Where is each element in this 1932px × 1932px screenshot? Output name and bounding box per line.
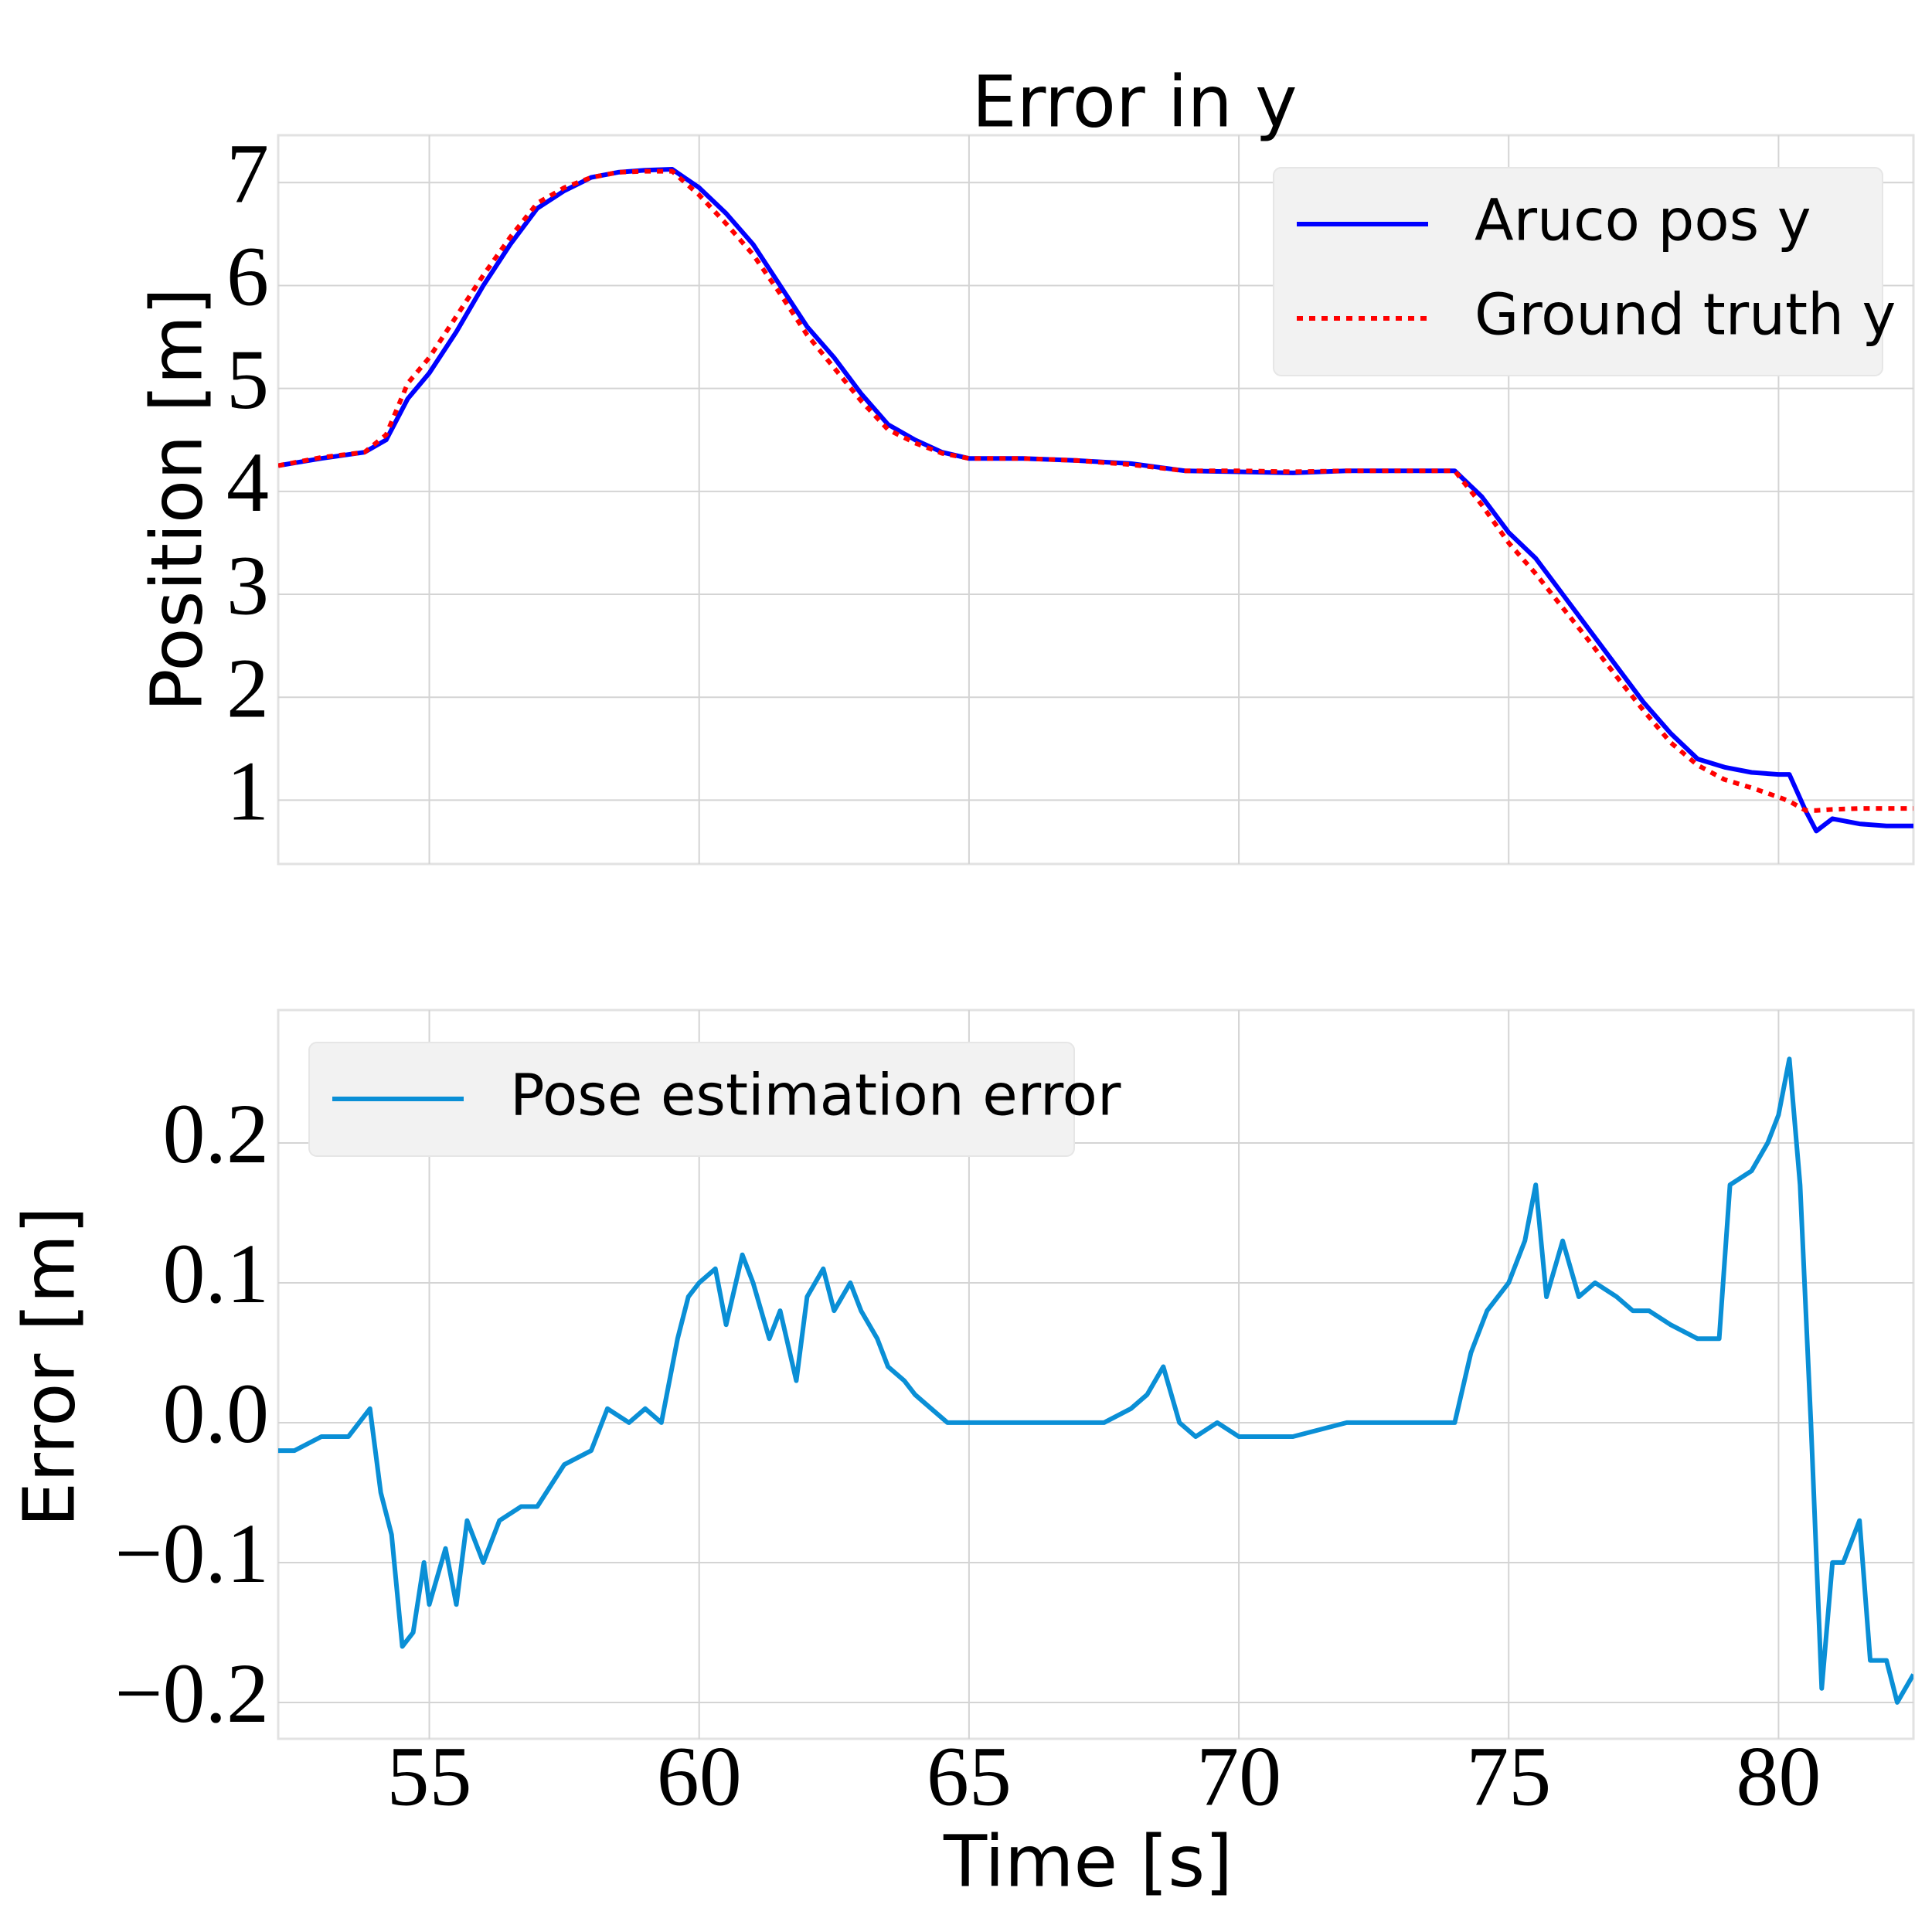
- y-tick-label: 0.2: [163, 1087, 270, 1181]
- y-tick-label: 1: [226, 744, 269, 838]
- y-axis-label: Error [m]: [8, 1206, 90, 1527]
- x-tick-label: 75: [1466, 1729, 1551, 1823]
- legend-label: Ground truth y: [1475, 282, 1896, 349]
- x-tick-label: 80: [1736, 1729, 1821, 1823]
- legend-label: Pose estimation error: [510, 1063, 1121, 1129]
- x-tick-label: 65: [927, 1729, 1012, 1823]
- y-tick-label: −0.1: [114, 1506, 269, 1600]
- chart-title: Error in y: [971, 60, 1297, 143]
- data-line: [278, 1056, 1913, 1705]
- x-tick-label: 60: [657, 1729, 742, 1823]
- y-tick-label: 4: [226, 435, 269, 529]
- y-tick-label: 0.1: [163, 1226, 270, 1321]
- data-line: [278, 168, 1913, 813]
- legend-label: Aruco pos y: [1475, 188, 1811, 254]
- y-tick-label: 2: [226, 641, 269, 735]
- y-axis-label: Position [m]: [135, 287, 218, 712]
- x-axis-label: Time [s]: [943, 1820, 1233, 1903]
- y-tick-label: −0.2: [114, 1646, 269, 1740]
- x-tick-label: 70: [1196, 1729, 1281, 1823]
- legend-box: [308, 1042, 1075, 1157]
- x-tick-label: 55: [387, 1729, 472, 1823]
- y-tick-label: 3: [226, 538, 269, 632]
- legend-box: [1273, 167, 1883, 376]
- y-tick-label: 7: [226, 127, 269, 221]
- y-tick-label: 5: [226, 332, 269, 427]
- y-tick-label: 6: [226, 230, 269, 324]
- y-tick-label: 0.0: [163, 1366, 270, 1461]
